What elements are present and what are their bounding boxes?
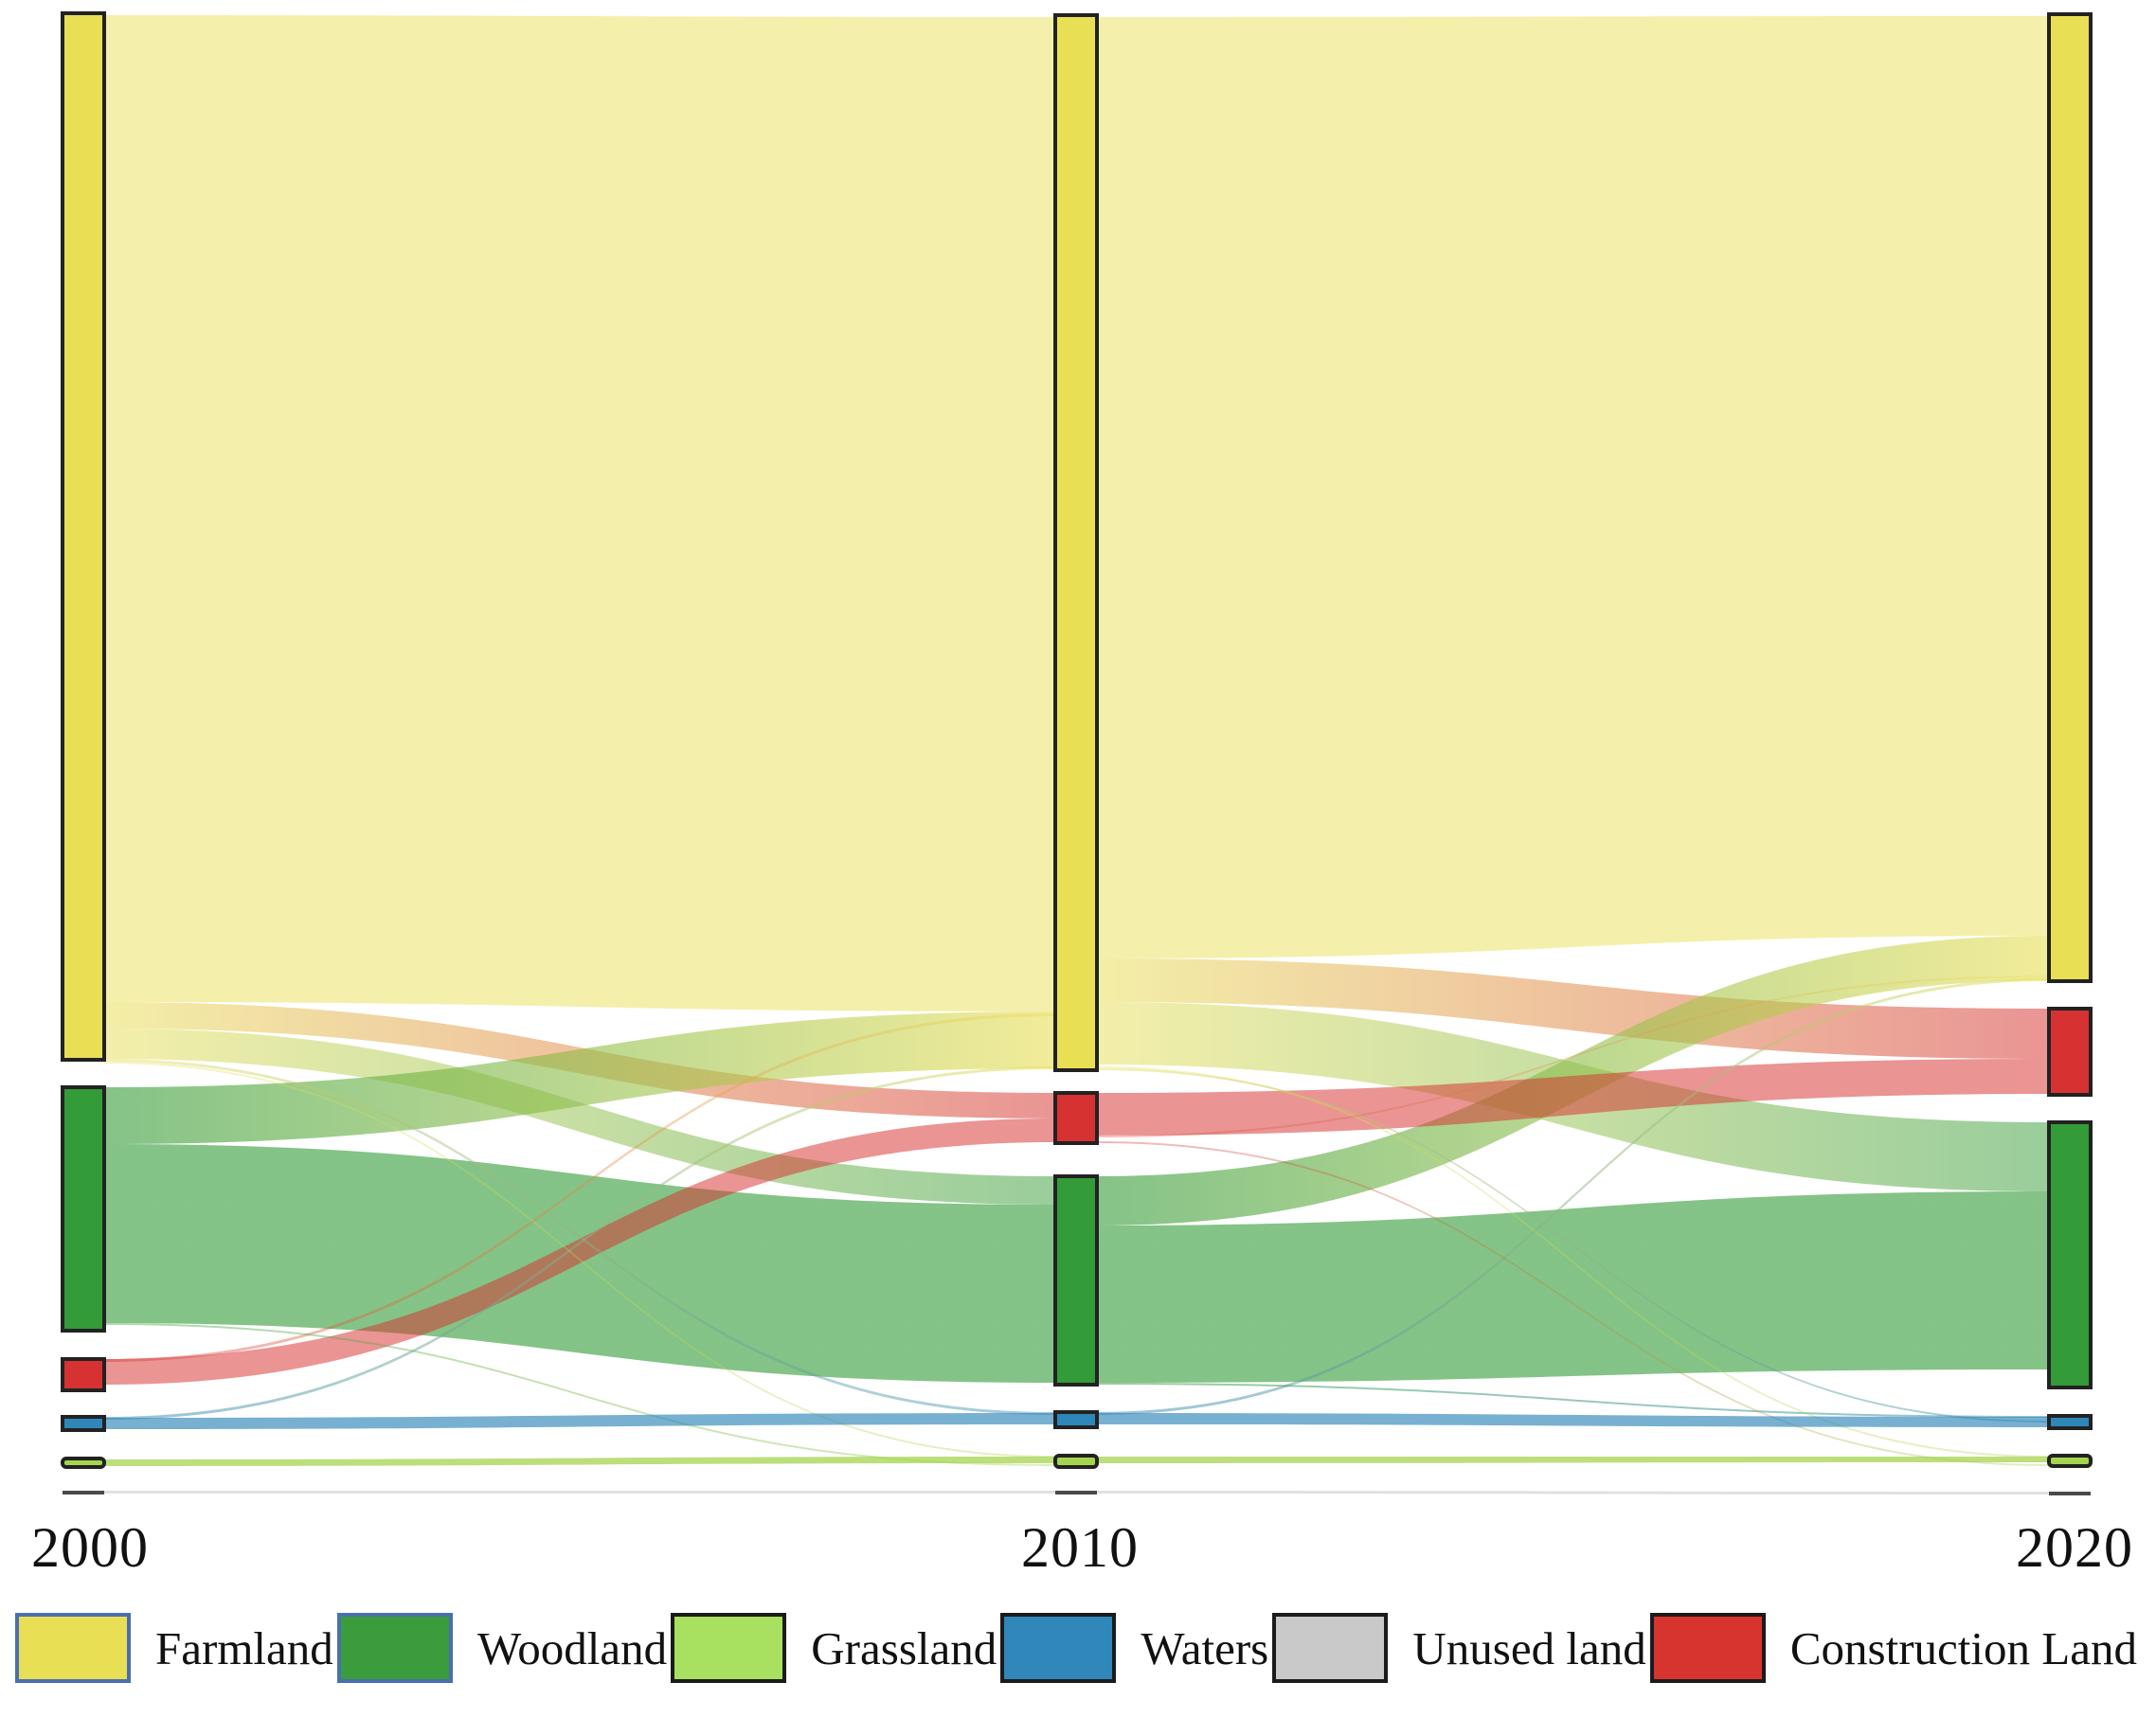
legend-label-waters: Waters: [1141, 1621, 1269, 1674]
flow-woodland-to-grassland-2000-2010: [104, 1323, 1055, 1466]
legend-label-grassland: Grassland: [811, 1621, 997, 1674]
node-2010-construction: [1053, 1091, 1099, 1145]
legend-item-farmland: Farmland: [15, 1613, 333, 1683]
flow-farmland-to-farmland-2010-2020: [1097, 16, 2049, 958]
flow-waters-to-waters-2010-2020: [1097, 1413, 2049, 1427]
node-2010-grassland: [1053, 1454, 1099, 1469]
legend-swatch-unused-land: [1272, 1613, 1389, 1683]
legend-label-construction-land: Construction Land: [1789, 1621, 2137, 1674]
node-2000-woodland: [61, 1085, 106, 1333]
flow-waters-to-farmland-2010-2020: [1097, 978, 2049, 1415]
legend-swatch-construction-land: [1649, 1613, 1766, 1683]
flow-woodland-to-farmland-2000-2010: [104, 1011, 1055, 1144]
node-2020-farmland: [2047, 12, 2093, 983]
node-2010-woodland: [1053, 1174, 1099, 1387]
flow-grassland-to-grassland-2000-2010: [104, 1457, 1055, 1466]
flow-unused-to-unused-2010-2020: [1097, 1491, 2049, 1494]
node-2000-grassland: [61, 1457, 106, 1469]
flow-construction-to-farmland-2010-2020: [1097, 975, 2049, 1137]
legend-label-unused-land: Unused land: [1412, 1621, 1646, 1674]
legend-label-woodland: Woodland: [476, 1621, 668, 1674]
flow-farmland-to-waters-2000-2010: [104, 1059, 1055, 1415]
legend-item-grassland: Grassland: [671, 1613, 997, 1683]
node-2000-waters: [61, 1415, 106, 1432]
year-label-2020: 2020: [2016, 1516, 2133, 1579]
node-2020-unused: [2049, 1492, 2091, 1495]
legend: Farmland Woodland Grassland Waters Unuse…: [15, 1608, 2137, 1688]
flow-waters-to-waters-2000-2010: [104, 1413, 1055, 1429]
flow-farmland-to-farmland-2000-2010: [104, 15, 1055, 1011]
node-2000-construction: [61, 1357, 106, 1392]
legend-item-waters: Waters: [1000, 1613, 1268, 1683]
legend-swatch-waters: [1000, 1613, 1117, 1683]
legend-swatch-farmland: [15, 1613, 131, 1683]
flow-construction-to-farmland-2000-2010: [104, 1013, 1055, 1362]
flow-grassland-to-grassland-2010-2020: [1097, 1457, 2049, 1463]
flow-waters-to-farmland-2000-2010: [104, 1066, 1055, 1420]
flow-construction-to-construction-2000-2010: [104, 1118, 1055, 1385]
legend-item-construction-land: Construction Land: [1649, 1613, 2137, 1683]
legend-swatch-grassland: [671, 1613, 787, 1683]
node-2020-waters: [2047, 1414, 2093, 1430]
node-2000-unused: [63, 1491, 104, 1494]
node-2010-waters: [1053, 1410, 1099, 1429]
flow-construction-to-grassland-2010-2020: [1097, 1141, 2049, 1466]
flow-farmland-to-waters-2010-2020: [1097, 1068, 2049, 1423]
node-2010-farmland: [1053, 13, 1099, 1072]
legend-label-farmland: Farmland: [155, 1621, 333, 1674]
legend-swatch-woodland: [336, 1613, 453, 1683]
node-2010-unused: [1055, 1491, 1097, 1494]
flow-construction-to-construction-2010-2020: [1097, 1059, 2049, 1136]
flow-farmland-to-grassland-2010-2020: [1097, 1066, 2049, 1458]
node-2020-woodland: [2047, 1120, 2093, 1389]
node-2000-farmland: [61, 11, 106, 1062]
node-2020-construction: [2047, 1007, 2093, 1097]
flow-woodland-to-woodland-2010-2020: [1097, 1191, 2049, 1383]
flow-farmland-to-grassland-2000-2010: [104, 1062, 1055, 1458]
node-2020-grassland: [2047, 1454, 2093, 1468]
flow-woodland-to-waters-2010-2020: [1097, 1383, 2049, 1418]
flow-farmland-to-construction-2010-2020: [1097, 958, 2049, 1059]
flow-unused-to-unused-2000-2010: [104, 1491, 1055, 1494]
legend-item-unused-land: Unused land: [1272, 1613, 1646, 1683]
year-label-2000: 2000: [31, 1516, 149, 1579]
year-label-2010: 2010: [1021, 1516, 1139, 1579]
legend-item-woodland: Woodland: [336, 1613, 668, 1683]
